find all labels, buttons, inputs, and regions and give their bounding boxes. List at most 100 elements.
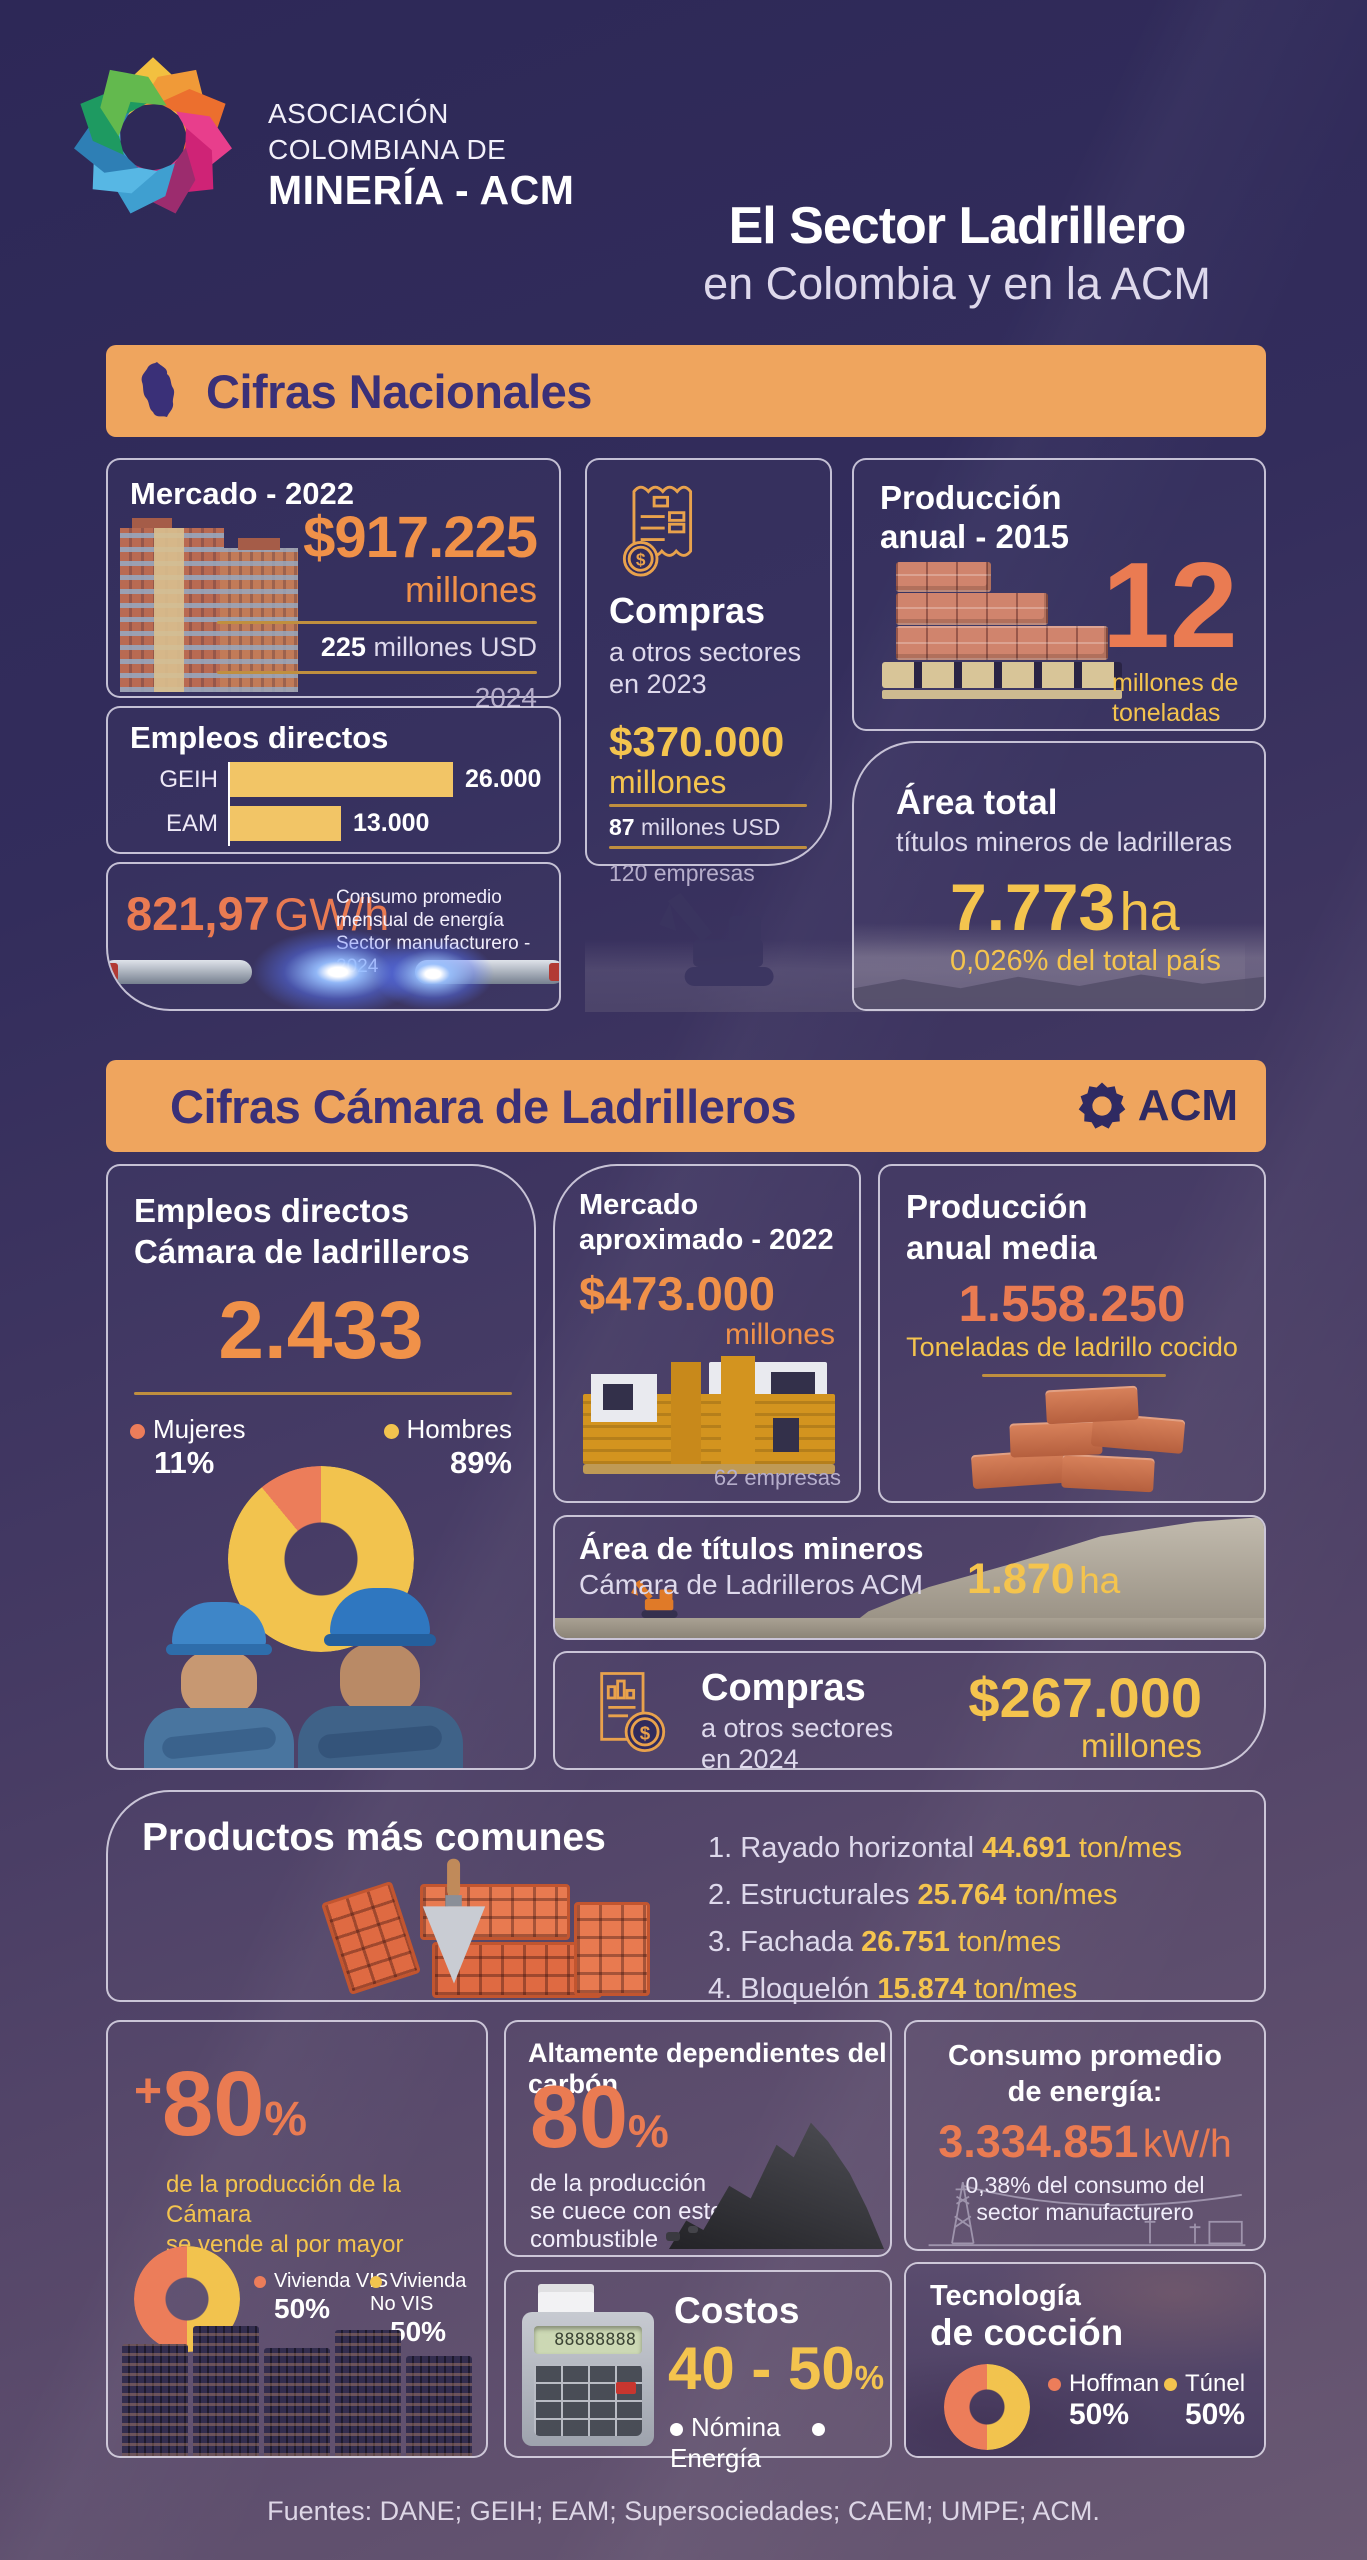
excavator-orange-icon <box>631 1580 678 1618</box>
card-productos: Productos más comunes 1. Rayado horizont… <box>106 1790 1266 2005</box>
title-line: Producción <box>880 479 1062 516</box>
costos-pct: % <box>854 2359 885 2396</box>
acm-logo-small: ACM <box>1074 1078 1238 1134</box>
card-title: Producción anual media <box>906 1186 1097 1268</box>
mayorista-caption: de la producción de la Cámara se vende a… <box>166 2170 486 2260</box>
pallet-rail <box>882 690 1122 699</box>
gold-rule <box>609 846 807 849</box>
caption-line: de la producción <box>530 2170 707 2197</box>
card-title: Consumo promedio de energía: <box>906 2038 1264 2110</box>
decor-shape <box>666 2232 680 2241</box>
legend-dot-white <box>670 2422 683 2436</box>
page-title-light: en Colombia y en la ACM <box>703 258 1211 309</box>
decor-shape <box>773 1418 799 1452</box>
worker-figure <box>298 1588 463 1768</box>
card-title: Costos <box>674 2290 800 2331</box>
item-num: 1. <box>708 1832 733 1864</box>
legend-label: Hoffman <box>1069 2370 1160 2397</box>
costos-legend: Nómina Energía <box>670 2412 890 2474</box>
decor-shape <box>896 626 1108 660</box>
card-area-total: Área total títulos mineros de ladrillera… <box>852 741 1266 1011</box>
mercado-unit: millones <box>404 569 537 610</box>
card-title: Área total <box>896 783 1058 822</box>
legend-dot-yellow <box>370 2275 382 2288</box>
footer-sources: Fuentes: DANE; GEIH; EAM; Supersociedade… <box>267 2496 1100 2526</box>
card-title: Productos más comunes <box>142 1816 606 1859</box>
caption-line: a otros sectores <box>701 1713 894 1743</box>
svg-text:$: $ <box>640 1722 651 1743</box>
compras24-subtitle: a otros sectores en 2024 <box>701 1713 893 1775</box>
card-title: Área de títulos mineros <box>579 1531 924 1566</box>
caption-line: combustible <box>530 2226 659 2253</box>
card-empleos-directos: Empleos directos GEIH 26.000 EAM 13.000 <box>106 706 561 854</box>
carbon-pct: % <box>627 2105 669 2157</box>
costos-value: 40 - 50 <box>668 2335 855 2402</box>
consumo-value: 3.334.851 <box>938 2116 1139 2167</box>
gold-rule <box>217 671 537 674</box>
trowel-icon <box>422 1858 486 1984</box>
banner-title: Cifras Cámara de Ladrilleros <box>170 1079 797 1133</box>
decor-shape <box>238 538 280 550</box>
spark-glow <box>348 924 518 1009</box>
area-titulos-value: 1.870 <box>967 1555 1075 1603</box>
calculator-graphic: 88888888 <box>522 2284 654 2446</box>
card-title: Empleos directos <box>130 720 389 755</box>
bricks-trowel-graphic <box>320 1850 658 2000</box>
area-titulos-value-row: 1.870 ha <box>967 1555 1120 1604</box>
decor-shape <box>122 2344 188 2456</box>
mercado-figures: $917.225 millones 225 millones USD 2024 <box>217 504 538 714</box>
workers-photo <box>108 1583 534 1768</box>
legend-hoffman: Hoffman 50% <box>1048 2370 1159 2432</box>
title-line: Cámara de ladrilleros <box>134 1233 470 1270</box>
mayorista-pct: % <box>264 2093 308 2146</box>
item-value: 25.764 <box>917 1879 1007 1911</box>
legend-dot-salmon <box>254 2275 266 2288</box>
decor-shape <box>583 1464 835 1474</box>
acm-pinwheel-small-icon <box>1076 1081 1127 1131</box>
title-line: anual - 2015 <box>880 518 1069 555</box>
decor-shape <box>671 1362 701 1464</box>
caption-line: en 2024 <box>701 1744 799 1774</box>
legend-label: Hombres <box>406 1414 512 1444</box>
item-value: 44.691 <box>982 1832 1071 1864</box>
caption-line: 0,38% del consumo del <box>965 2172 1205 2198</box>
gold-rule <box>982 1374 1166 1377</box>
title-line: de cocción <box>930 2312 1124 2353</box>
carbon-caption: de la producción se cuece con este combu… <box>530 2170 723 2254</box>
legend-dot-white <box>811 2422 825 2436</box>
area-caption: 0,026% del total país <box>950 945 1221 977</box>
decor-shape <box>220 548 298 692</box>
decor-shape <box>335 2330 401 2456</box>
decor-shape <box>688 2226 698 2233</box>
legend-pct: 50% <box>1185 2398 1246 2431</box>
consumo-value-row: 3.334.851 kW/h <box>906 2116 1264 2168</box>
productos-list: 1. Rayado horizontal 44.691 ton/mes 2. E… <box>708 1832 1182 2006</box>
decor-shape <box>896 562 991 592</box>
item-value: 26.751 <box>861 1926 950 1958</box>
bar-value: 13.000 <box>353 809 430 837</box>
compras-companies: 120 empresas <box>609 860 755 887</box>
card-produccion-2015: Producción anual - 2015 12 millones de t… <box>852 458 1266 731</box>
legend-label: Mujeres <box>153 1414 246 1444</box>
mercado-aprox-unit: millones <box>724 1318 835 1351</box>
card-title: Mercado - 2022 <box>130 476 354 511</box>
item-value: 15.874 <box>877 1973 967 2005</box>
produccion-value: 12 <box>1102 537 1238 673</box>
area-value: 7.773 <box>950 870 1116 944</box>
brick-pallet-graphic <box>874 562 1124 712</box>
chart-axis <box>228 762 230 846</box>
title-line: Consumo promedio <box>948 2040 1222 2072</box>
produccion-media-value: 1.558.250 <box>958 1275 1186 1332</box>
produccion-unit: millones de toneladas <box>1112 668 1238 728</box>
card-title: Producción anual - 2015 <box>880 478 1069 556</box>
bar-row: EAM 13.000 <box>122 806 541 841</box>
banner-cifras-nacionales: Cifras Nacionales <box>106 345 1266 437</box>
apartment-building-graphic <box>120 518 310 694</box>
card-tecnologia-coccion: Tecnología de cocción Hoffman 50% Túnel … <box>904 2262 1266 2458</box>
banner-cifras-camara: Cifras Cámara de Ladrilleros ACM <box>106 1060 1266 1152</box>
legend-pct: 50% <box>274 2293 331 2324</box>
bar-label: GEIH <box>159 765 218 793</box>
decor-shape <box>1061 1453 1155 1493</box>
legend-label: Nómina <box>691 2412 781 2442</box>
